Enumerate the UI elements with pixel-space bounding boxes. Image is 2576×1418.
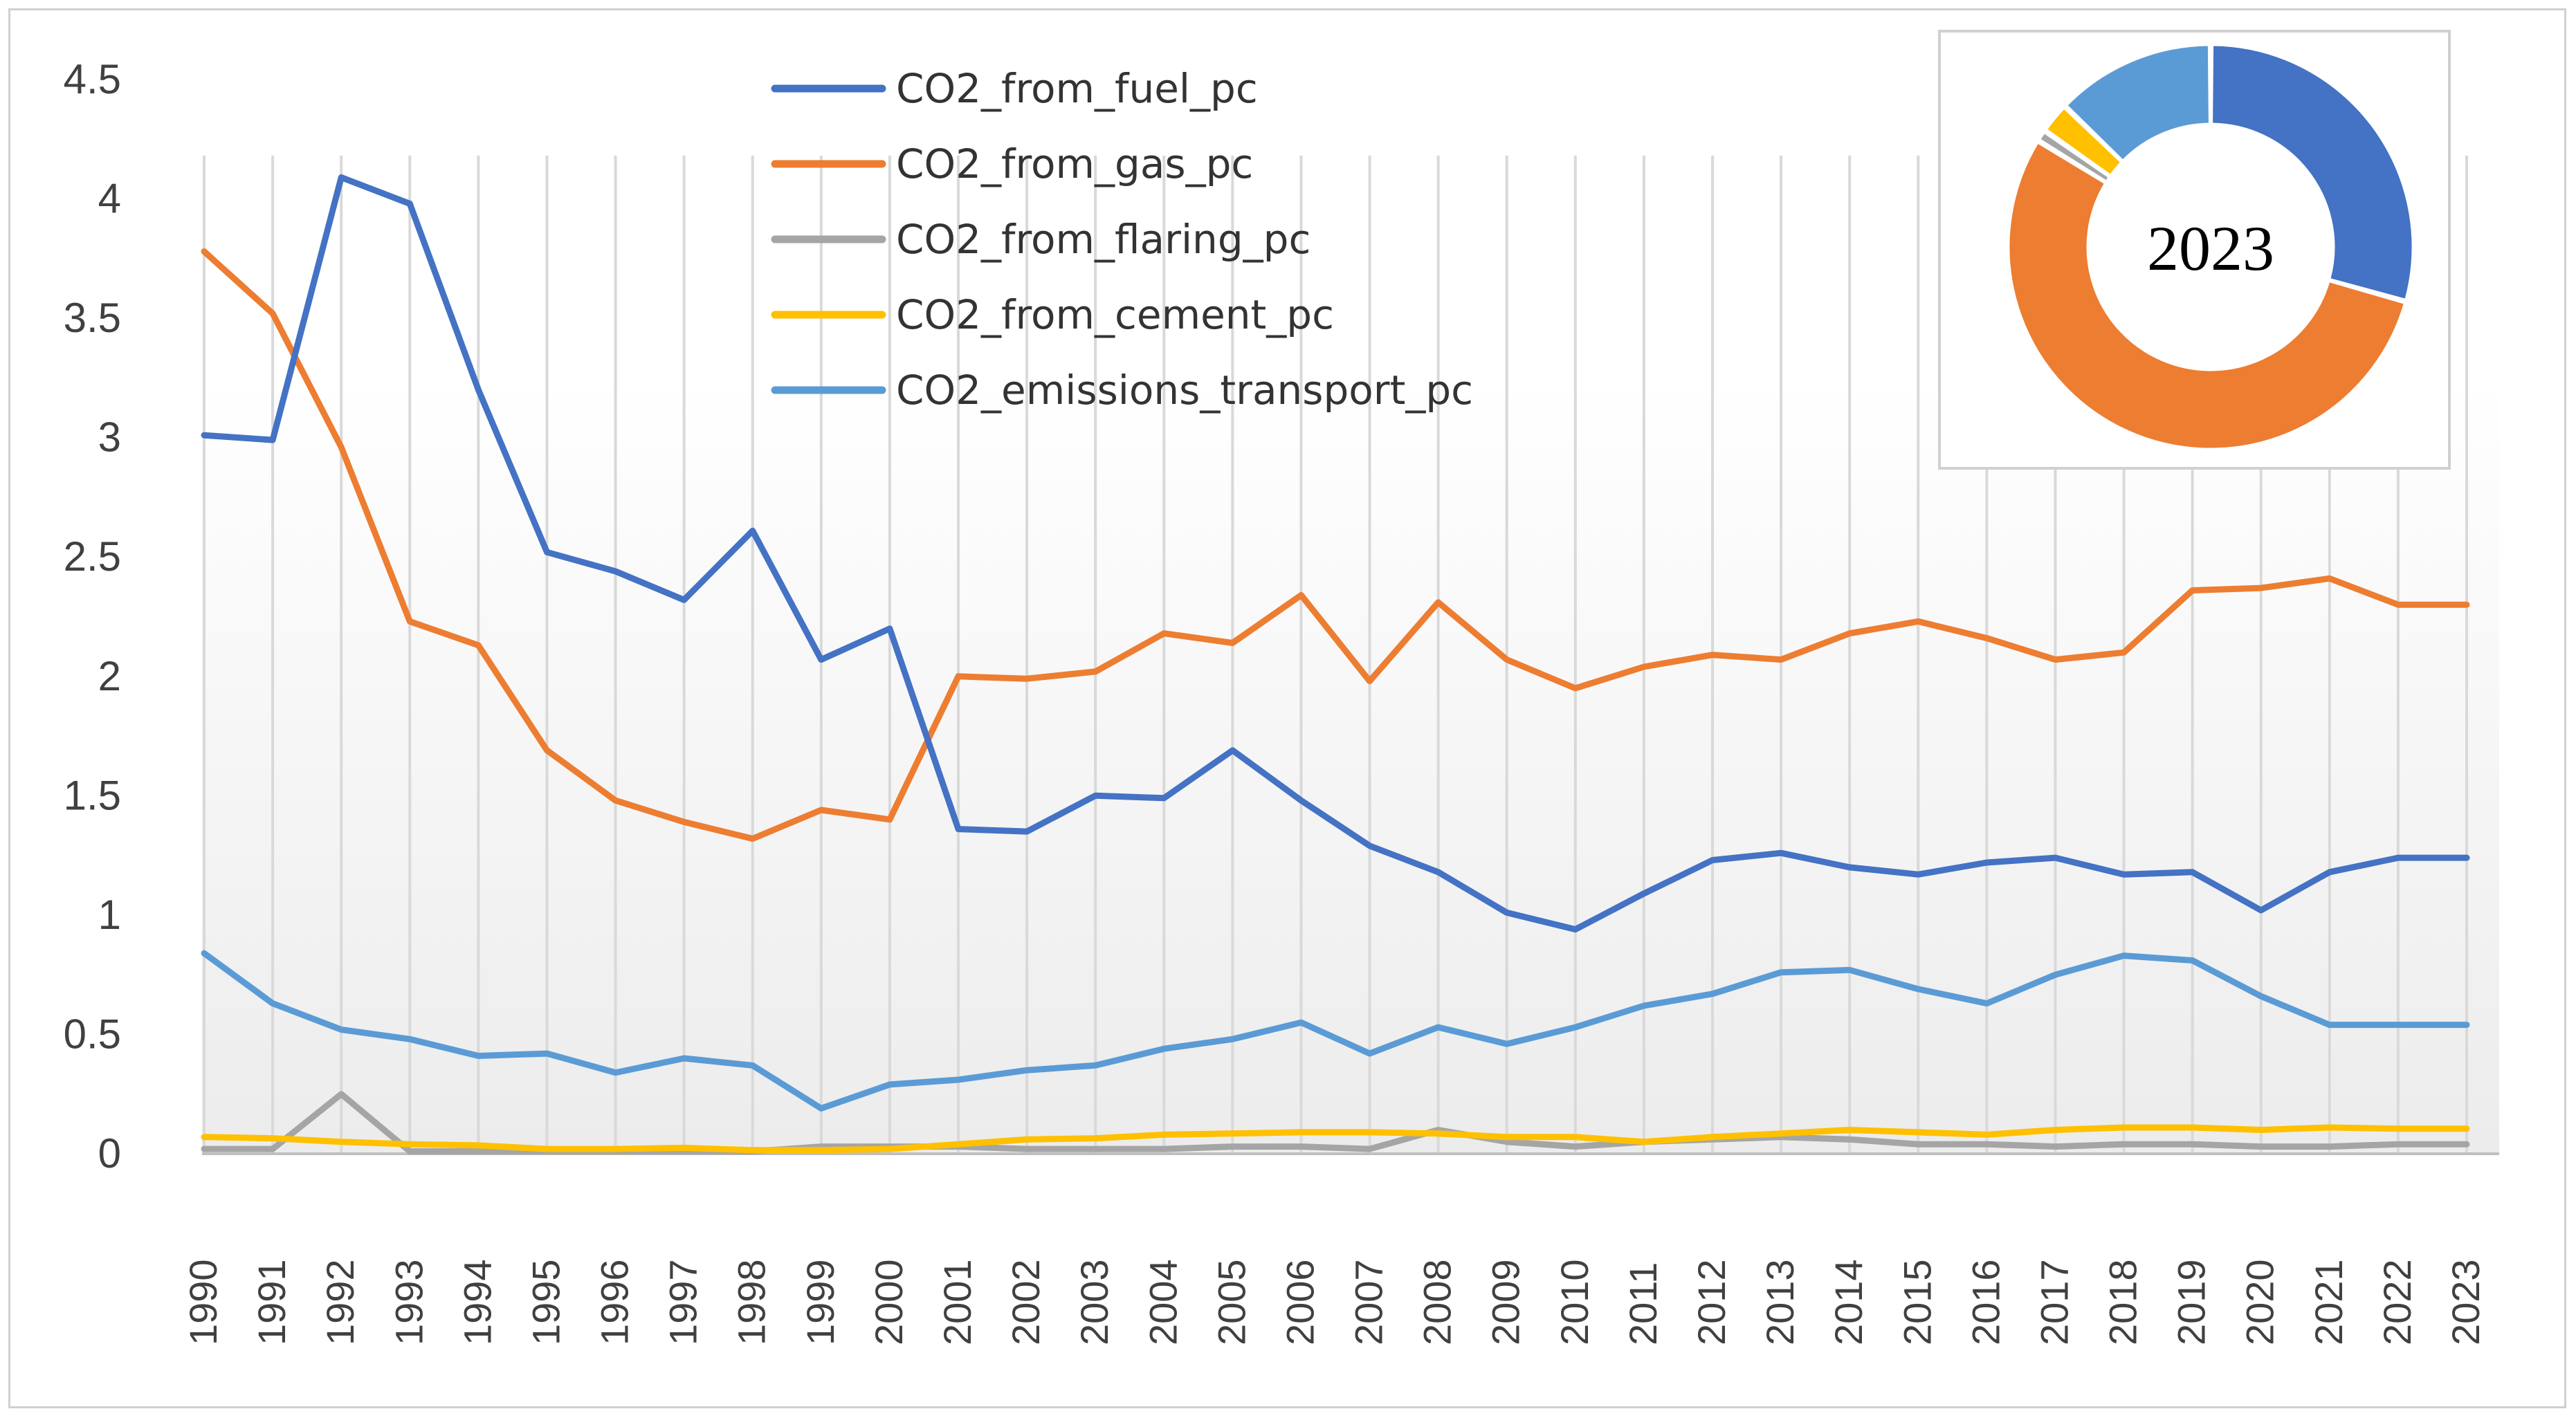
donut-slice-CO2_emissions_transport_pc — [2065, 44, 2211, 163]
x-tick-label: 1998 — [730, 1259, 774, 1345]
x-tick-label: 2011 — [1621, 1262, 1665, 1345]
series-lines — [201, 174, 2470, 1154]
legend-label: CO2_from_cement_pc — [896, 291, 1334, 338]
y-tick-label: 3 — [98, 414, 121, 461]
donut-center-label: 2023 — [2147, 213, 2274, 284]
x-tick-label: 2000 — [867, 1259, 911, 1345]
x-tick-label: 2019 — [2170, 1259, 2213, 1345]
x-tick-label: 2013 — [1758, 1259, 1802, 1345]
series-line-CO2_from_gas_pc — [201, 248, 2470, 842]
x-tick-label: 2021 — [2307, 1259, 2350, 1345]
x-tick-label: 2006 — [1278, 1259, 1322, 1345]
y-tick-label: 3.5 — [64, 295, 121, 341]
x-tick-label: 2023 — [2444, 1259, 2487, 1345]
x-tick-label: 1999 — [798, 1259, 842, 1345]
donut-slice-CO2_from_fuel_pc — [2211, 44, 2414, 302]
y-tick-label: 4 — [98, 176, 121, 222]
y-tick-label: 0 — [98, 1130, 121, 1177]
x-tick-label: 1991 — [250, 1259, 293, 1345]
x-tick-label: 2022 — [2375, 1259, 2419, 1345]
x-tick-label: 2016 — [1964, 1259, 2007, 1345]
series-line-CO2_emissions_transport_pc — [201, 950, 2470, 1112]
y-axis-ticks: 0 0.5 1 1.5 2 2.5 3 3.5 4 4.5 — [64, 56, 121, 1177]
x-tick-label: 2014 — [1827, 1259, 1870, 1345]
donut-slice-CO2_from_cement_pc — [2045, 106, 2123, 177]
x-tick-label: 1992 — [318, 1259, 362, 1345]
series-line-CO2_from_cement_pc — [201, 1124, 2470, 1154]
x-tick-label: 2017 — [2032, 1259, 2076, 1345]
donut-slice-CO2_from_gas_pc — [2007, 141, 2406, 450]
y-tick-label: 1.5 — [64, 772, 121, 818]
y-tick-label: 0.5 — [64, 1011, 121, 1057]
y-tick-label: 2.5 — [64, 533, 121, 580]
x-tick-label: 2012 — [1690, 1259, 1733, 1345]
x-tick-label: 2001 — [935, 1259, 979, 1345]
x-tick-label: 2018 — [2101, 1259, 2145, 1345]
grid-lines — [203, 156, 2468, 1154]
x-tick-label: 2005 — [1209, 1259, 1253, 1345]
x-tick-label: 1994 — [455, 1259, 499, 1345]
x-tick-label: 2010 — [1553, 1259, 1596, 1345]
donut-slice-CO2_from_flaring_pc — [2038, 131, 2111, 183]
x-tick-label: 2007 — [1347, 1259, 1391, 1345]
legend-label: CO2_from_gas_pc — [896, 140, 1253, 187]
x-tick-label: 1997 — [661, 1259, 705, 1345]
x-tick-label: 2020 — [2238, 1259, 2282, 1345]
y-tick-label: 4.5 — [64, 56, 121, 102]
y-tick-label: 1 — [98, 892, 121, 938]
y-tick-label: 2 — [98, 653, 121, 699]
x-tick-label: 2002 — [1004, 1259, 1048, 1345]
x-tick-label: 1996 — [593, 1259, 637, 1345]
legend: CO2_from_fuel_pc CO2_from_gas_pc CO2_from_… — [771, 65, 1473, 414]
x-tick-label: 2003 — [1072, 1259, 1116, 1345]
x-tick-label: 2015 — [1895, 1259, 1939, 1345]
legend-label: CO2_emissions_transport_pc — [896, 367, 1473, 414]
x-tick-label: 1995 — [524, 1259, 567, 1345]
series-line-CO2_from_fuel_pc — [201, 174, 2470, 933]
x-tick-label: 2009 — [1484, 1259, 1528, 1345]
legend-label: CO2_from_fuel_pc — [896, 65, 1258, 112]
x-tick-label: 1993 — [387, 1259, 430, 1345]
x-tick-label: 1990 — [181, 1259, 225, 1345]
x-tick-label: 2004 — [1141, 1259, 1185, 1345]
x-axis-ticks: 1990 1991 1992 1993 1994 1995 1996 1997 1998 1999… — [181, 1259, 2487, 1345]
donut-chart — [2007, 44, 2414, 450]
x-tick-label: 2008 — [1416, 1259, 1459, 1345]
legend-label: CO2_from_flaring_pc — [896, 216, 1310, 263]
